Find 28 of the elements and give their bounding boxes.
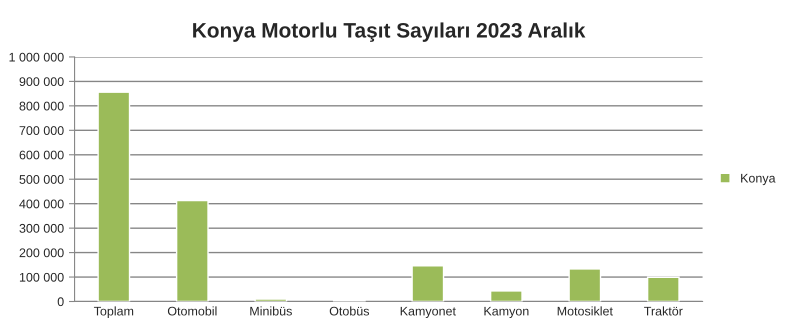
bar <box>254 298 288 302</box>
y-tick-label: 800 000 <box>20 102 64 111</box>
x-tick-label: Minibüs <box>250 306 292 316</box>
y-tick-label: 0 <box>58 297 64 306</box>
y-tick-label: 1 000 000 <box>10 52 64 62</box>
y-tick-label: 600 000 <box>20 150 64 160</box>
bar <box>490 290 523 302</box>
x-tick-label: Motosiklet <box>558 306 613 316</box>
chart-title: Konya Motorlu Taşıt Sayıları 2023 Aralık <box>193 22 586 42</box>
x-tick-label: Otobüs <box>330 306 370 316</box>
bar <box>646 276 680 302</box>
legend-label: Konya <box>741 174 776 186</box>
y-tick-label: 100 000 <box>20 272 64 282</box>
y-tick-label: 500 000 <box>19 175 64 184</box>
y-tick-label: 300 000 <box>19 224 64 233</box>
x-tick-label: Kamyon <box>484 306 528 318</box>
y-tick-label: 700 000 <box>20 126 64 135</box>
y-tick-label: 200 000 <box>20 248 64 258</box>
x-tick-label: Otomobil <box>168 306 216 316</box>
bar <box>411 265 444 302</box>
x-tick-label: Kamyonet <box>400 306 456 318</box>
x-tick-label: Traktör <box>644 306 683 316</box>
x-tick-label: Toplam <box>94 306 134 318</box>
y-tick-label: 900 000 <box>20 77 64 86</box>
bar <box>97 91 130 302</box>
bar <box>568 268 602 302</box>
y-tick-label: 400 000 <box>19 199 64 208</box>
bar <box>176 200 209 302</box>
